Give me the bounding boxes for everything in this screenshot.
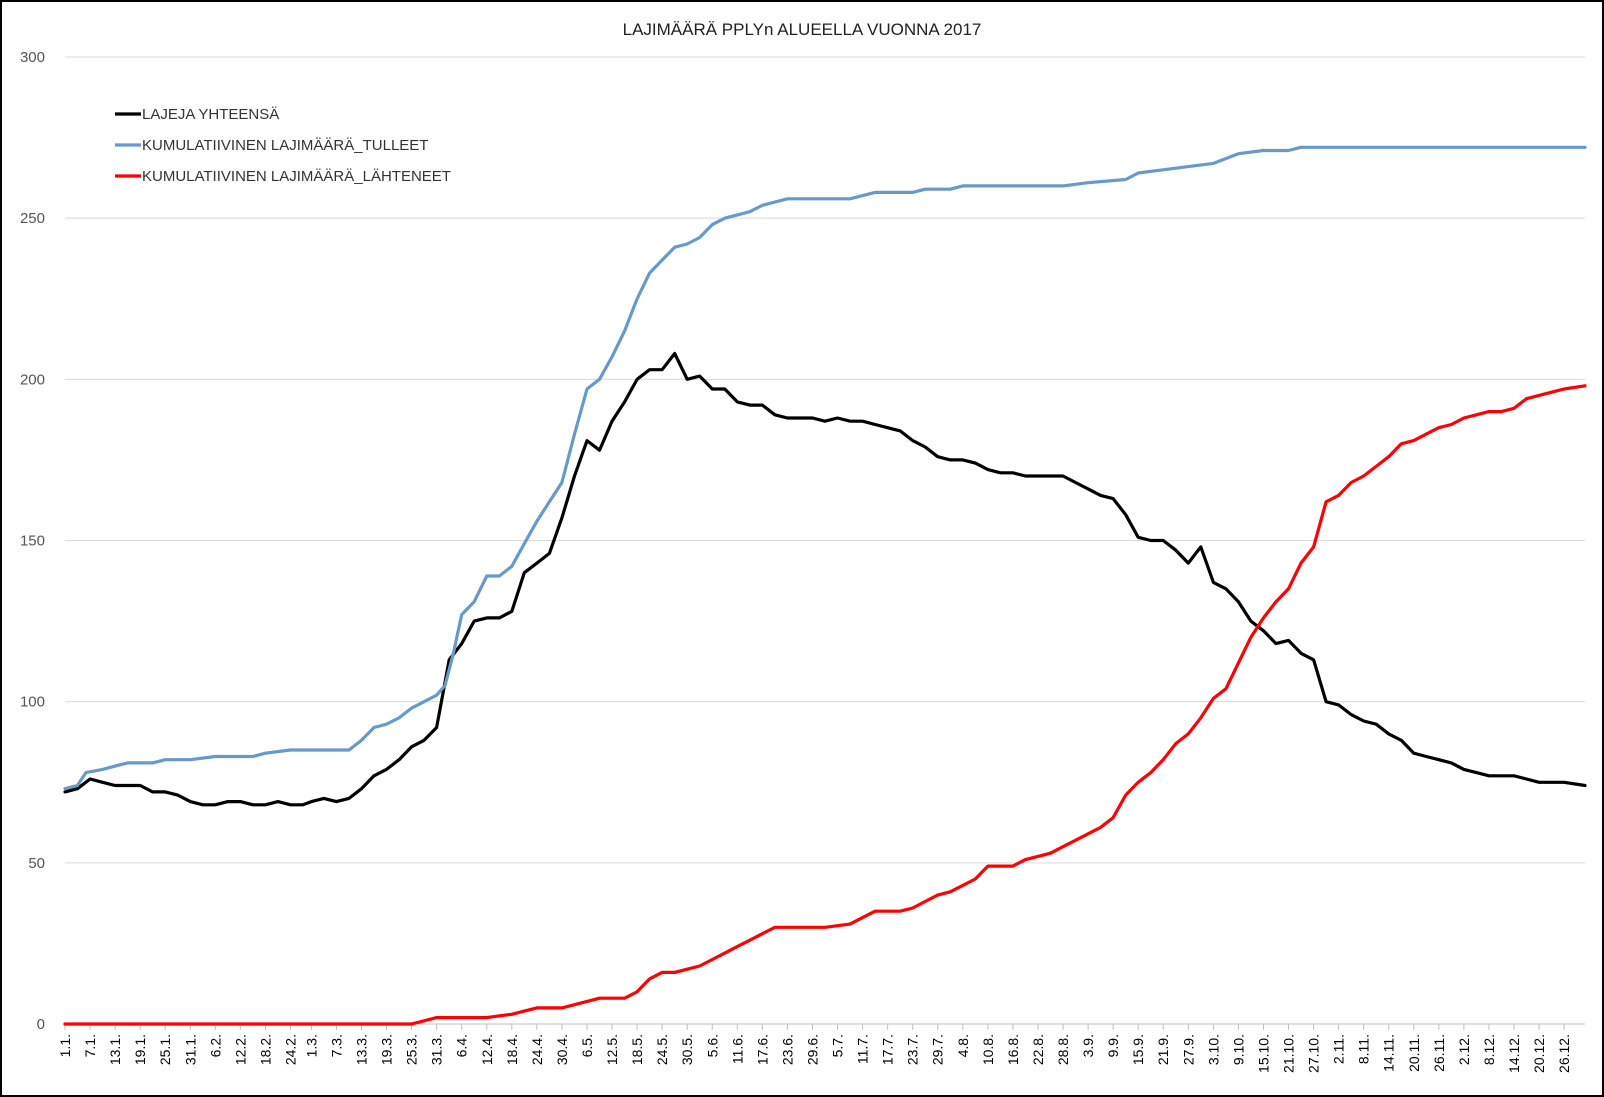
x-tick-label: 3.9. xyxy=(1080,1034,1096,1057)
legend-label: KUMULATIIVINEN LAJIMÄÄRÄ_LÄHTENEET xyxy=(142,168,451,185)
x-tick-label: 7.3. xyxy=(328,1034,344,1057)
x-tick-label: 15.9. xyxy=(1130,1034,1146,1065)
x-tick-label: 4.8. xyxy=(955,1034,971,1057)
x-tick-label: 14.12. xyxy=(1506,1034,1522,1073)
x-tick-label: 13.1. xyxy=(107,1034,123,1065)
x-tick-label: 23.6. xyxy=(779,1034,795,1065)
x-tick-label: 6.2. xyxy=(207,1034,223,1057)
x-tick-label: 20.11. xyxy=(1406,1034,1422,1072)
x-tick-label: 20.12. xyxy=(1531,1034,1547,1073)
x-tick-label: 12.4. xyxy=(479,1034,495,1065)
y-tick-label: 200 xyxy=(20,371,45,388)
x-tick-label: 9.10. xyxy=(1230,1034,1246,1065)
x-tick-label: 15.10. xyxy=(1255,1034,1271,1073)
x-tick-label: 19.3. xyxy=(379,1034,395,1065)
x-tick-label: 2.12. xyxy=(1456,1034,1472,1065)
x-tick-label: 3.10. xyxy=(1205,1034,1221,1065)
x-tick-label: 8.11. xyxy=(1356,1034,1372,1064)
y-tick-label: 0 xyxy=(37,1016,45,1033)
x-tick-label: 25.1. xyxy=(157,1034,173,1065)
x-tick-label: 22.8. xyxy=(1030,1034,1046,1065)
x-tick-label: 14.11. xyxy=(1381,1034,1397,1072)
x-tick-label: 6.5. xyxy=(579,1034,595,1057)
x-tick-label: 19.1. xyxy=(132,1034,148,1065)
x-tick-label: 24.5. xyxy=(654,1034,670,1065)
legend-label: LAJEJA YHTEENSÄ xyxy=(142,106,279,123)
x-tick-label: 31.1. xyxy=(182,1034,198,1065)
x-tick-label: 23.7. xyxy=(905,1034,921,1065)
x-tick-label: 21.10. xyxy=(1281,1034,1297,1073)
x-tick-label: 27.10. xyxy=(1306,1034,1322,1073)
chart-title: LAJIMÄÄRÄ PPLYn ALUEELLA VUONNA 2017 xyxy=(623,20,982,39)
series-line-3 xyxy=(63,384,1587,1026)
x-tick-label: 9.9. xyxy=(1105,1034,1121,1057)
x-tick-label: 18.4. xyxy=(504,1034,520,1065)
y-axis: 0 50 100 150 200 250 300 xyxy=(20,49,45,1033)
x-tick-label: 31.3. xyxy=(429,1034,445,1065)
x-tick-label: 29.7. xyxy=(930,1034,946,1065)
x-tick-label: 11.7. xyxy=(855,1034,871,1064)
x-tick-label: 11.6. xyxy=(729,1034,745,1064)
x-tick-label: 13.3. xyxy=(353,1034,369,1065)
x-tick-label: 1.3. xyxy=(303,1034,319,1057)
x-tick-label: 25.3. xyxy=(404,1034,420,1065)
x-tick-label: 30.5. xyxy=(679,1034,695,1065)
x-tick-label: 16.8. xyxy=(1005,1034,1021,1065)
x-tick-label: 28.8. xyxy=(1055,1034,1071,1065)
x-tick-label: 29.6. xyxy=(804,1034,820,1065)
series-line-1 xyxy=(63,351,1587,807)
x-tick-label: 30.4. xyxy=(554,1034,570,1065)
x-tick-label: 24.4. xyxy=(529,1034,545,1065)
gridlines xyxy=(65,56,1585,1025)
x-tick-label: 5.7. xyxy=(830,1034,846,1057)
x-tick-label: 21.9. xyxy=(1155,1034,1171,1065)
x-tick-label: 1.1. xyxy=(57,1034,73,1057)
x-tick-label: 27.9. xyxy=(1180,1034,1196,1065)
legend-label: KUMULATIIVINEN LAJIMÄÄRÄ_TULLEET xyxy=(142,137,428,154)
x-tick-label: 26.11. xyxy=(1431,1034,1447,1072)
x-tick-label: 10.8. xyxy=(980,1034,996,1065)
series-line-2 xyxy=(63,145,1587,791)
x-tick-label: 17.6. xyxy=(754,1034,770,1065)
legend: LAJEJA YHTEENSÄ KUMULATIIVINEN LAJIMÄÄRÄ_… xyxy=(115,106,451,185)
y-tick-label: 150 xyxy=(20,533,45,550)
x-axis: 1.1. 7.1. 13.1. 19.1. 25.1. 31.1. 6.2. 12.2. 18.… xyxy=(57,1023,1585,1073)
y-tick-label: 300 xyxy=(20,49,45,66)
x-tick-label: 17.7. xyxy=(880,1034,896,1065)
x-tick-label: 18.2. xyxy=(257,1034,273,1065)
x-tick-label: 5.6. xyxy=(704,1034,720,1057)
x-tick-label: 24.2. xyxy=(282,1034,298,1065)
x-tick-label: 12.2. xyxy=(232,1034,248,1065)
x-tick-label: 26.12. xyxy=(1556,1034,1572,1073)
x-tick-label: 12.5. xyxy=(604,1034,620,1065)
x-tick-label: 2.11. xyxy=(1331,1034,1347,1064)
y-tick-label: 250 xyxy=(20,210,45,227)
x-tick-label: 18.5. xyxy=(629,1034,645,1065)
y-tick-label: 100 xyxy=(20,694,45,711)
x-tick-label: 8.12. xyxy=(1481,1034,1497,1065)
x-tick-label: 7.1. xyxy=(82,1034,98,1057)
series-lines xyxy=(63,145,1587,1026)
x-tick-label: 6.4. xyxy=(454,1034,470,1057)
y-tick-label: 50 xyxy=(28,855,45,872)
